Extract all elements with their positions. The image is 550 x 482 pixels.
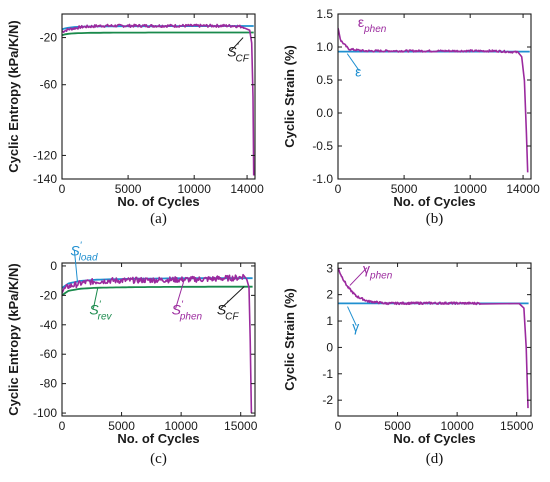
annotation-leader-line <box>230 37 244 51</box>
y-tick-label: 2 <box>326 288 333 302</box>
annotation-leader-line <box>220 286 245 309</box>
x-tick-label: 0 <box>59 182 66 196</box>
y-tick-label: 1.5 <box>316 7 333 21</box>
magenta-series-line <box>338 267 529 409</box>
panel-label: (d) <box>426 451 444 467</box>
y-tick-label: 0 <box>326 340 333 354</box>
x-tick-label: 5000 <box>391 182 418 196</box>
y-axis-label: Cyclic Strain (%) <box>282 288 297 391</box>
y-tick-label: -140 <box>33 172 57 186</box>
x-tick-label: 10000 <box>454 182 488 196</box>
panel-3: 0 5000 10000 15000 0 -20 -40 -60 -80 -100 No. of C… <box>6 241 258 467</box>
panel-label: (c) <box>150 451 167 467</box>
annotation-label: S' phen <box>172 299 203 322</box>
annotation-leader-line <box>346 53 360 71</box>
panel-2: 0 5000 10000 14000 1.5 1.0 0.5 0.0 -0.5 -1.0 No. o… <box>282 7 540 227</box>
x-tick-label: 0 <box>59 419 66 433</box>
x-tick-label: 0 <box>335 419 342 433</box>
x-tick-label: 0 <box>335 182 342 196</box>
y-axis-label: Cyclic Strain (%) <box>282 45 297 148</box>
annotation-leader-line <box>73 249 78 283</box>
y-tick-label: -40 <box>40 318 58 332</box>
annotation-leader-line <box>175 281 184 309</box>
green-series-line <box>62 31 254 37</box>
series-group <box>62 273 253 414</box>
y-axis-label: Cyclic Entropy (kPa/K/N) <box>6 263 21 415</box>
x-axis-label: No. of Cycles <box>117 194 199 209</box>
x-tick-label: 10000 <box>440 419 474 433</box>
x-tick-label: 5000 <box>384 419 411 433</box>
x-tick-label: 14000 <box>506 182 540 196</box>
y-tick-label: -60 <box>40 347 58 361</box>
series-group <box>62 23 255 176</box>
annotation-label: S' rev <box>89 299 112 322</box>
x-axis-label: No. of Cycles <box>117 431 199 446</box>
axes-frame <box>337 13 532 180</box>
annotation-label: S' CF <box>227 41 249 64</box>
y-tick-label: -100 <box>33 406 57 420</box>
x-axis-label: No. of Cycles <box>393 194 475 209</box>
x-tick-label: 5000 <box>108 419 135 433</box>
series-group <box>338 27 530 173</box>
annotation-leader-line <box>349 267 368 286</box>
annotation-label: γ <box>352 319 359 335</box>
x-tick-label: 15000 <box>224 419 258 433</box>
x-tick-label: 14000 <box>230 182 264 196</box>
y-tick-label: -1 <box>322 367 333 381</box>
annotation-label: S' load <box>70 241 98 264</box>
annotation-label: ε <box>355 64 361 80</box>
axes-frame <box>61 262 256 417</box>
y-tick-label: 0.0 <box>316 106 333 120</box>
y-tick-label: -80 <box>40 377 58 391</box>
panel-label: (b) <box>426 211 444 227</box>
annotation-leader-line <box>347 306 357 326</box>
series-group <box>338 267 529 409</box>
y-tick-label: -1.0 <box>312 172 333 186</box>
green-series-line <box>62 285 253 297</box>
panel-4: 0 5000 10000 15000 3 2 1 0 -1 -2 No. of Cycles Cycl… <box>282 261 534 467</box>
annotation-label: S' CF <box>217 299 239 322</box>
panel-1: 0 5000 10000 14000 -20 -60 -120 -140 No. of Cycl… <box>6 13 264 227</box>
x-tick-label: 10000 <box>178 182 212 196</box>
y-tick-label: -2 <box>322 393 333 407</box>
magenta-series-line <box>62 23 255 176</box>
y-tick-label: 1.0 <box>316 40 333 54</box>
y-tick-label: 0 <box>50 259 57 273</box>
magenta-series-line <box>62 273 253 414</box>
x-tick-label: 10000 <box>164 419 198 433</box>
y-tick-label: -20 <box>40 31 58 45</box>
axes-frame <box>337 262 532 417</box>
y-tick-label: 0.5 <box>316 73 333 87</box>
panel-label: (a) <box>150 211 167 227</box>
y-tick-label: -120 <box>33 148 57 162</box>
x-axis-label: No. of Cycles <box>393 431 475 446</box>
y-tick-label: 3 <box>326 261 333 275</box>
magenta-series-line <box>338 27 529 173</box>
annotation-label: εphen <box>358 14 387 35</box>
y-tick-label: -20 <box>40 288 58 302</box>
x-tick-label: 15000 <box>500 419 534 433</box>
y-tick-label: 1 <box>326 314 333 328</box>
x-tick-label: 5000 <box>115 182 142 196</box>
axes-frame <box>61 13 256 180</box>
y-axis-label: Cyclic Entropy (kPa/K/N) <box>6 20 21 172</box>
y-tick-label: -0.5 <box>312 139 333 153</box>
annotation-leader-line <box>92 287 99 309</box>
y-tick-label: -60 <box>40 78 58 92</box>
annotation-label: γphen <box>363 261 393 282</box>
